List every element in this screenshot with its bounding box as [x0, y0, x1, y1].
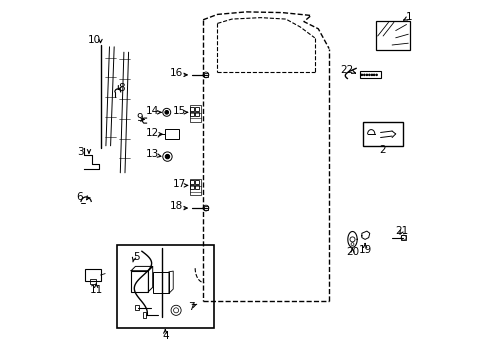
- Text: 10: 10: [87, 35, 101, 45]
- Bar: [189, 179, 200, 195]
- Text: 9: 9: [136, 113, 142, 123]
- Bar: [89, 279, 96, 284]
- Circle shape: [361, 74, 362, 76]
- Bar: [375, 21, 409, 50]
- Bar: [189, 185, 194, 189]
- Circle shape: [375, 74, 377, 76]
- Text: 8: 8: [118, 83, 124, 93]
- Circle shape: [165, 154, 169, 159]
- Text: 6: 6: [77, 192, 83, 202]
- Bar: [142, 312, 146, 318]
- Polygon shape: [361, 231, 369, 239]
- Bar: [189, 105, 200, 122]
- Bar: [85, 269, 101, 281]
- Circle shape: [366, 74, 367, 76]
- Bar: [359, 71, 380, 78]
- Bar: [164, 129, 179, 139]
- Text: 15: 15: [173, 105, 186, 116]
- Text: 16: 16: [170, 68, 183, 78]
- Text: 21: 21: [395, 226, 408, 237]
- Text: 17: 17: [173, 179, 186, 189]
- Bar: [194, 107, 199, 111]
- Text: 4: 4: [162, 330, 168, 341]
- Text: 1: 1: [405, 12, 412, 22]
- Bar: [189, 180, 194, 184]
- Text: 18: 18: [170, 201, 183, 211]
- Polygon shape: [84, 148, 99, 169]
- Text: 12: 12: [146, 128, 159, 138]
- Bar: [204, 206, 208, 210]
- Text: 3: 3: [77, 147, 83, 157]
- Text: 13: 13: [146, 149, 159, 159]
- Circle shape: [373, 74, 374, 76]
- Text: 20: 20: [345, 247, 358, 257]
- Text: 22: 22: [340, 65, 353, 75]
- Bar: [117, 245, 213, 328]
- Text: 11: 11: [89, 285, 102, 295]
- Circle shape: [164, 111, 168, 114]
- Text: 14: 14: [146, 106, 159, 116]
- Bar: [363, 122, 402, 146]
- Text: 2: 2: [378, 145, 385, 155]
- Bar: [204, 73, 208, 77]
- Text: 19: 19: [358, 245, 371, 255]
- Circle shape: [370, 74, 372, 76]
- Bar: [152, 272, 168, 293]
- Bar: [131, 271, 148, 292]
- Text: 7: 7: [187, 302, 194, 312]
- Bar: [189, 112, 194, 116]
- Bar: [194, 180, 199, 184]
- Bar: [401, 235, 405, 240]
- Bar: [194, 185, 199, 189]
- Text: 5: 5: [133, 252, 140, 262]
- Circle shape: [363, 74, 365, 76]
- Bar: [194, 112, 199, 116]
- Bar: [189, 107, 194, 111]
- Circle shape: [368, 74, 369, 76]
- Bar: [135, 305, 139, 310]
